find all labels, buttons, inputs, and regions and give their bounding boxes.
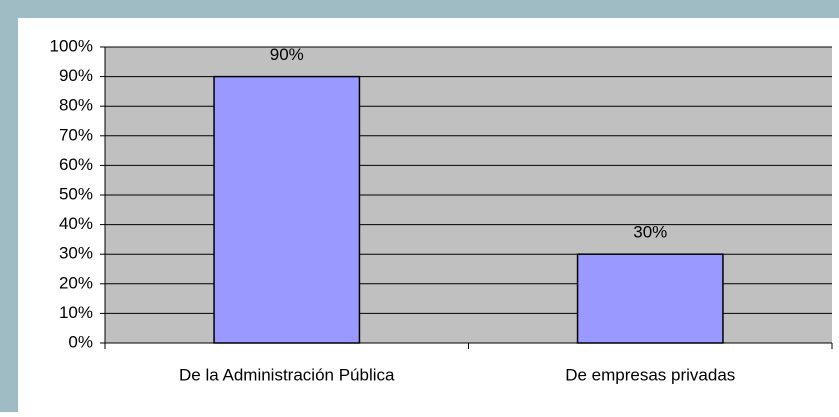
y-tick-label: 100% [50, 36, 93, 55]
y-tick-label: 60% [59, 155, 93, 174]
y-tick-label: 40% [59, 214, 93, 233]
y-tick-label: 80% [59, 96, 93, 115]
y-tick-label: 30% [59, 244, 93, 263]
x-tick-label: De la Administración Pública [179, 365, 395, 384]
y-tick-label: 70% [59, 125, 93, 144]
bar [213, 75, 361, 344]
y-tick-label: 90% [59, 66, 93, 85]
data-label: 30% [633, 223, 667, 242]
y-tick-label: 10% [59, 303, 93, 322]
y-tick-label: 20% [59, 273, 93, 292]
y-tick-label: 0% [68, 332, 93, 351]
data-label: 90% [270, 45, 304, 64]
y-tick-label: 50% [59, 184, 93, 203]
bar [576, 253, 724, 344]
x-tick-label: De empresas privadas [565, 365, 735, 384]
